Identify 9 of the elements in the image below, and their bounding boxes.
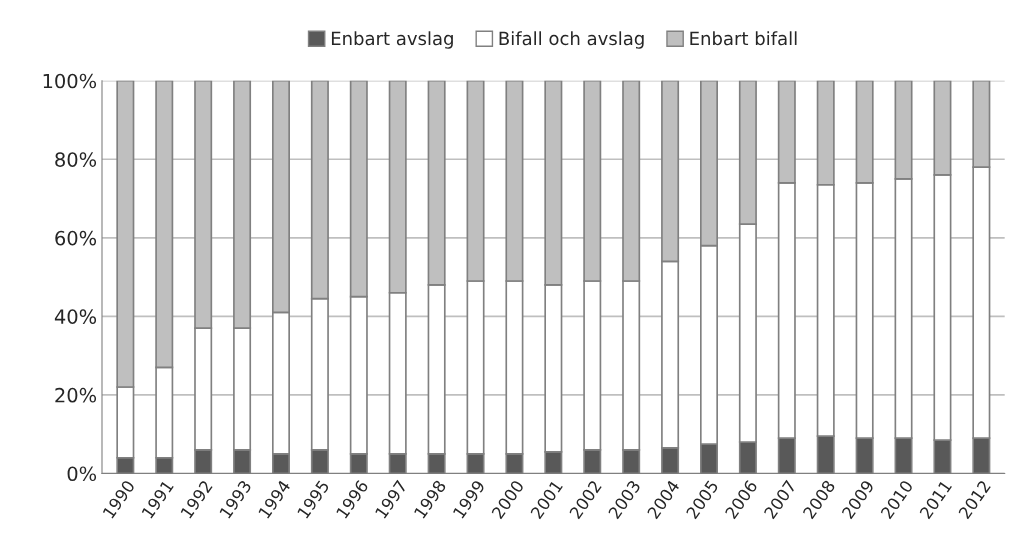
y-tick-label: 60%	[55, 230, 97, 246]
y-tick-label: 40%	[54, 309, 97, 325]
legend-label: Enbart bifall	[690, 31, 797, 46]
y-tick-label: 0%	[67, 466, 97, 482]
y-tick-label: 80%	[55, 152, 97, 167]
legend-label: Enbart avslag	[331, 31, 453, 49]
y-tick-label: 20%	[55, 387, 97, 403]
legend-label: Bifall och avslag	[499, 31, 644, 49]
y-tick-label: 100%	[43, 73, 97, 89]
